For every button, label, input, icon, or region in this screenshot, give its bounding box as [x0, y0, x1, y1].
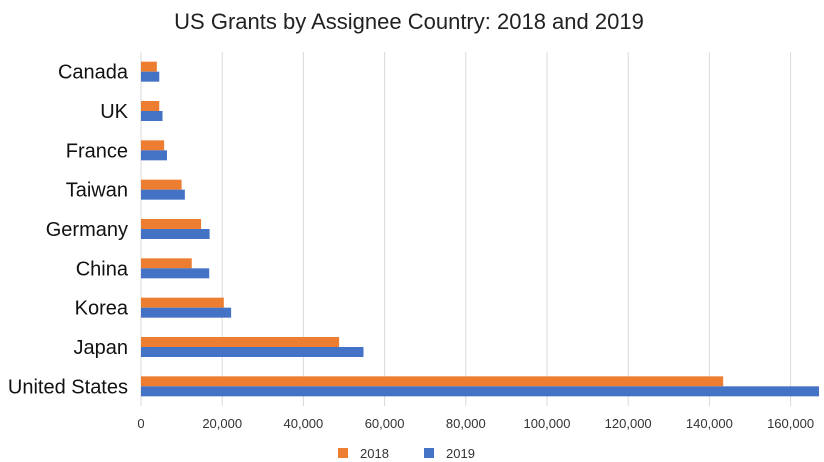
bars	[141, 61, 819, 397]
x-tick-label: 0	[137, 416, 144, 431]
bar-2019	[141, 347, 364, 357]
bar-2018	[141, 140, 165, 151]
bar-2018	[141, 179, 182, 190]
x-axis-tick-labels: 0 20,000 40,000 60,000 80,000 100,000 120,000 1…	[137, 416, 814, 431]
legend-label: 2019	[446, 446, 475, 461]
x-tick-label: 60,000	[365, 416, 405, 431]
x-tick-label: 120,000	[605, 416, 652, 431]
bar-2018	[141, 258, 192, 269]
x-tick-label: 20,000	[202, 416, 242, 431]
bar-2018	[141, 61, 157, 72]
bar-2019	[141, 229, 210, 239]
bar-2018	[141, 337, 340, 347]
category-label: Taiwan	[66, 180, 128, 202]
category-label: UK	[100, 101, 128, 123]
category-label: Japan	[74, 337, 129, 359]
x-tick-label: 140,000	[686, 416, 733, 431]
bar-2018	[141, 101, 160, 111]
category-label: Germany	[46, 219, 128, 241]
category-labels: Canada UK France Taiwan Germany China Korea Jap…	[8, 62, 129, 399]
bar-2018	[141, 219, 202, 229]
legend-swatch	[424, 448, 434, 458]
category-label: China	[76, 258, 129, 280]
bar-2019	[141, 307, 232, 318]
bar-2019	[141, 111, 163, 121]
gridlines	[140, 52, 792, 406]
x-tick-label: 100,000	[523, 416, 570, 431]
x-tick-label: 80,000	[446, 416, 486, 431]
category-label: Korea	[75, 298, 129, 320]
bar-2018	[141, 376, 724, 387]
x-tick-label: 40,000	[284, 416, 324, 431]
bar-2019	[141, 150, 167, 161]
category-label: France	[66, 140, 128, 162]
bar-2019	[141, 386, 819, 397]
legend-swatch	[338, 448, 348, 458]
chart-title: US Grants by Assignee Country: 2018 and …	[174, 9, 644, 34]
category-label: Canada	[58, 62, 129, 84]
bar-2019	[141, 268, 210, 279]
bar-2019	[141, 189, 185, 200]
bar-2018	[141, 297, 224, 308]
category-label: United States	[8, 376, 128, 398]
legend-label: 2018	[360, 446, 389, 461]
legend: 2018 2019	[338, 446, 475, 461]
bar-2019	[141, 71, 160, 82]
x-tick-label: 160,000	[767, 416, 814, 431]
